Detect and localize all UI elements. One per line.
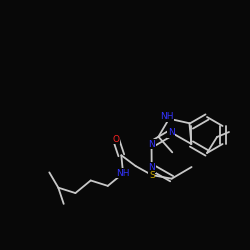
Text: S: S <box>149 170 155 179</box>
Text: N: N <box>148 163 155 172</box>
Text: O: O <box>112 134 119 143</box>
Text: N: N <box>168 128 175 137</box>
Text: NH: NH <box>160 112 174 121</box>
Text: N: N <box>148 140 155 149</box>
Text: NH: NH <box>116 169 130 178</box>
